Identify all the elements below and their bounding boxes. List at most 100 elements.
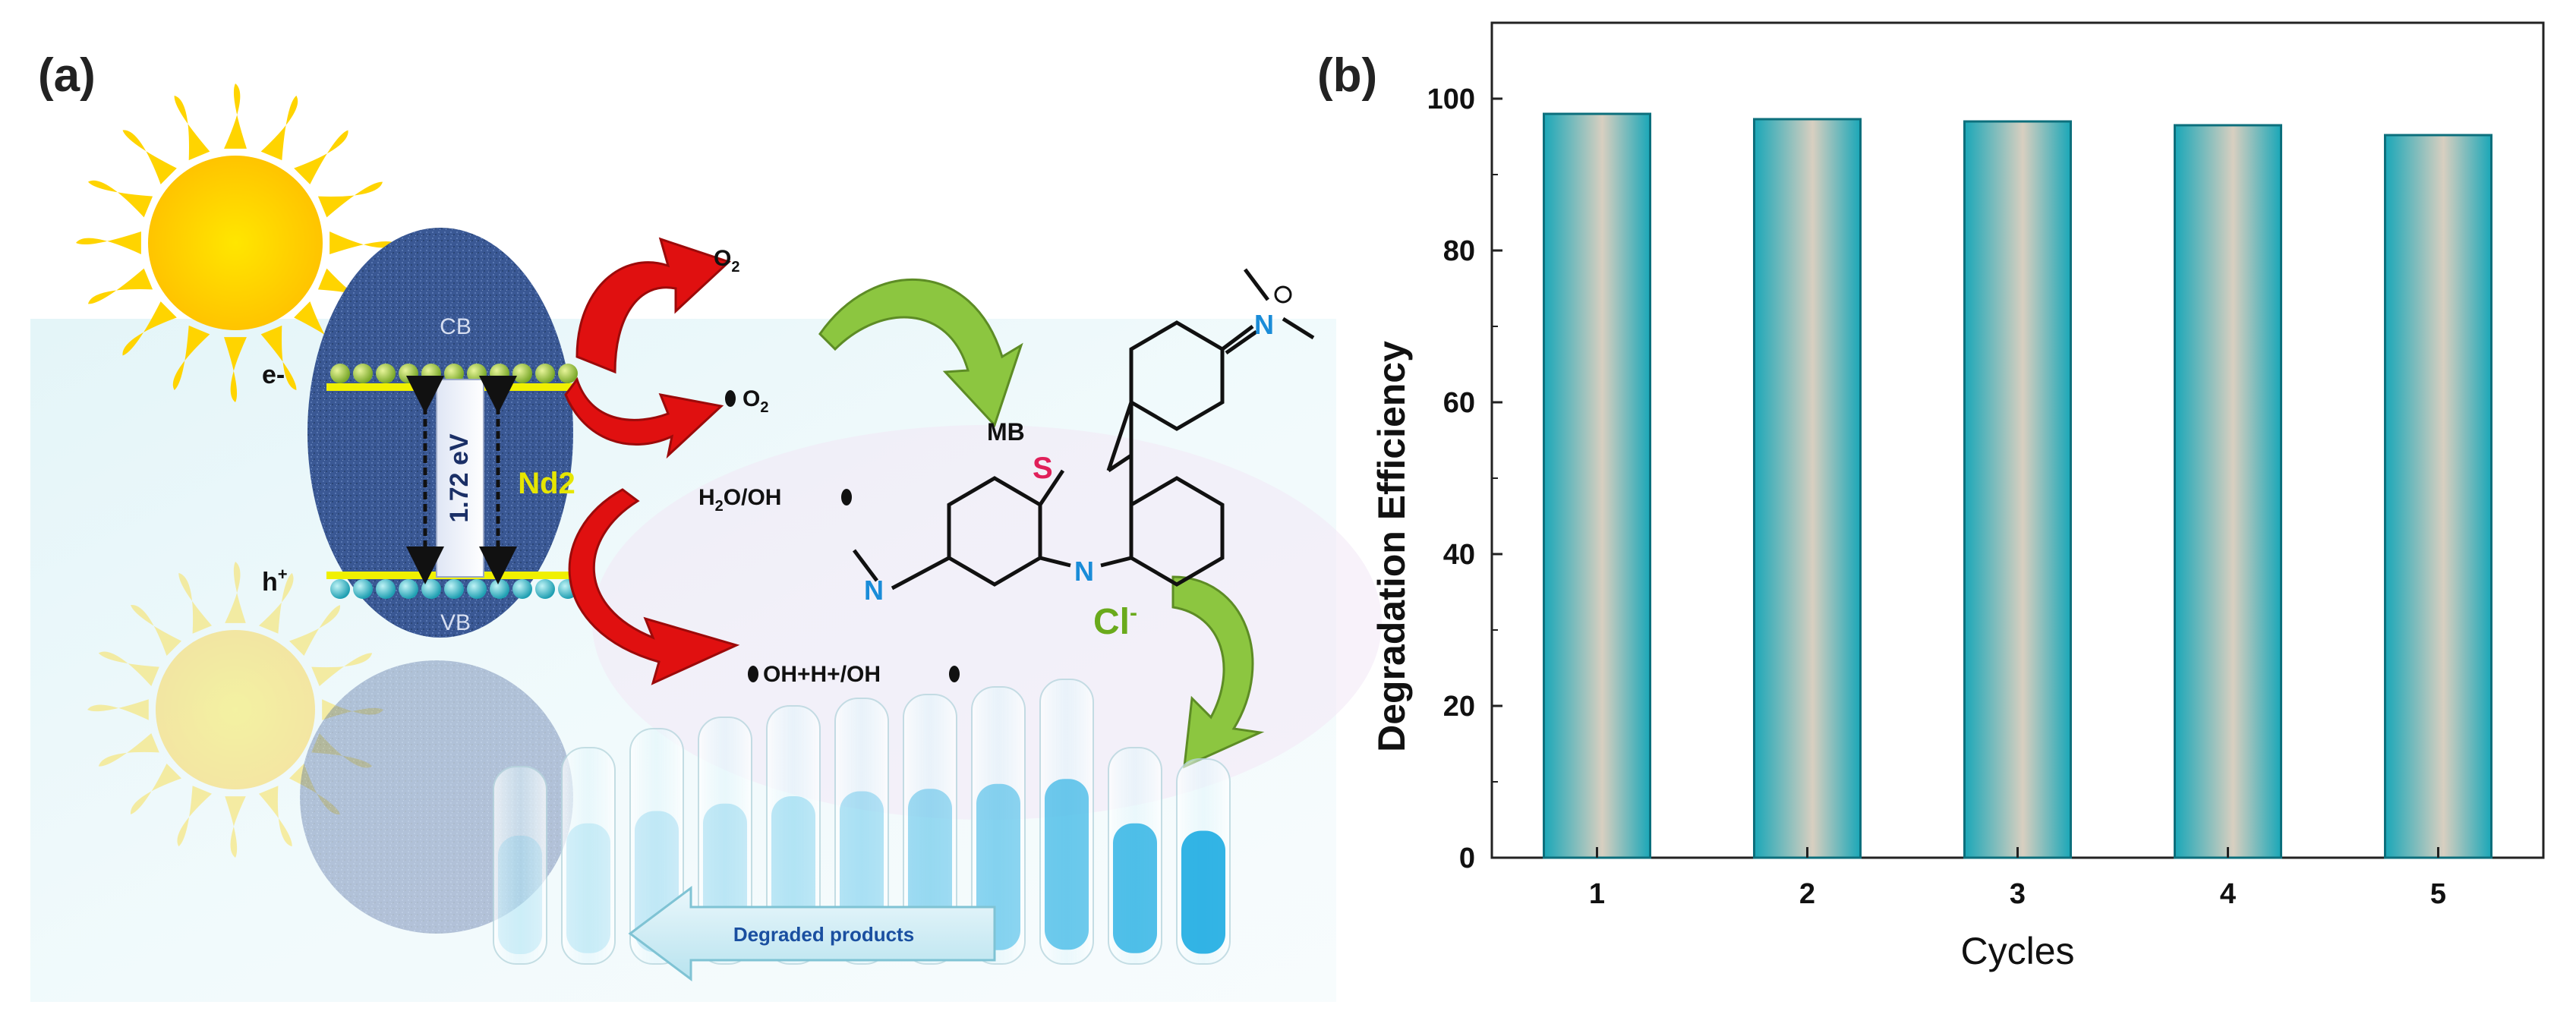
bar-chart: 0 20 40 60 80 100 1 2 3 4 5 Cycles Degradation Effic… [1370,21,2545,972]
panel-b-label: (b) [1317,49,1377,102]
oxygen-label-base: O [714,246,731,271]
test-tube [766,705,821,965]
sun-ray [258,572,294,634]
sun-ray [131,604,182,657]
electron-ball [376,364,396,383]
sun-ray [260,325,297,391]
water-radical-dot-icon [841,489,852,506]
test-tube-solution [566,823,610,953]
hole-label-base: h [262,568,278,597]
red-arrow-lower [568,488,740,685]
hole-ball [330,579,350,599]
band-gap-label: 1.72 eV [445,433,474,523]
x-tick-label: 1 [1589,878,1605,910]
y-tick-label: 20 [1443,691,1475,723]
bar-cycle-5 [2384,134,2492,859]
sun-ray [317,268,383,306]
y-axis-label: Degradation Efficiency [1370,341,1413,752]
sun-ray [294,130,348,184]
test-tube-solution [1181,830,1225,954]
bar-cycle-2 [1753,118,1862,859]
cb-label: CB [440,314,471,339]
sun-ray [224,337,247,402]
x-tick-label: 5 [2430,878,2446,910]
test-tube [698,717,752,965]
sun-ray [258,786,292,847]
ring-nitrogen-label: N [1074,556,1094,587]
sun-ray [87,699,149,720]
positive-charge-icon [1274,285,1292,304]
bar-cycle-3 [1963,120,2072,859]
superoxide-label-base: O [743,386,760,411]
hole-label: h+ [262,565,288,597]
sun-ray [87,180,153,218]
electron-ball [330,364,350,383]
electron-ball [444,364,464,383]
sun-ray [87,268,153,304]
hole-ball [512,579,532,599]
sun-ray [174,95,210,161]
sun-ray [311,653,373,687]
hole-ball [399,579,418,599]
sun-ray [76,232,141,254]
y-tick-label: 100 [1427,83,1475,115]
hydroxyl-dot-icon-2 [949,666,960,682]
oxygen-label-sub: 2 [731,259,739,276]
test-tube-solution [1045,779,1089,950]
vb-label: VB [440,610,471,635]
sun-ray [122,130,177,184]
sun-ray [130,763,182,814]
sun-ray [178,572,213,634]
hole-ball [353,579,373,599]
amine-nitrogen-label: N [864,575,884,606]
y-tick-label: 60 [1443,387,1475,419]
sun-ray [172,325,210,391]
chloride-label-sup: - [1130,600,1137,625]
radicals-label: OH+H+/OH [763,662,881,687]
superoxide-label-sub: 2 [760,399,768,416]
hole-label-sup: + [278,565,288,584]
imine-nitrogen-label: N [1254,309,1274,340]
water-label-sub: 2 [715,498,724,515]
sun-ray [260,95,298,161]
panel-a: (a) 1.72 eV CB VB Nd2 e- [30,49,1382,1002]
electron-ball [399,364,418,383]
test-tube [903,694,957,965]
electron-ball [512,364,532,383]
test-tube [493,766,547,965]
hole-ball [376,579,396,599]
test-tube-solution [1113,823,1157,953]
x-tick-label: 2 [1799,878,1815,910]
hydroxyl-dot-icon [748,666,758,682]
water-label-rest: O/OH [724,485,782,510]
band-gap-box [436,379,484,578]
sun-ray [177,786,213,847]
test-tube [834,698,889,965]
water-label-h: H [698,485,715,510]
dye-label: MB [987,418,1025,446]
panel-b: (b) 0 20 40 60 80 100 1 2 3 4 5 Cycles Degradation E… [1317,21,2545,972]
sun-ray [288,605,341,657]
sulfur-atom-label: S [1033,452,1053,485]
superoxide-dot-icon [725,390,736,407]
red-arrow-upper [564,237,731,459]
hole-ball [535,579,555,599]
sun-ray [224,83,247,149]
y-tick-label: 0 [1459,843,1475,874]
bar-cycle-4 [2174,124,2282,859]
methylene-blue-molecule [853,268,1315,591]
green-arrow-upper [818,278,1023,427]
y-tick-label: 40 [1443,539,1475,571]
photocatalyst-particle: 1.72 eV CB VB Nd2 [307,228,578,638]
sun-ray [98,651,159,687]
degraded-products-label: Degraded products [733,923,914,946]
degraded-products-arrow: Degraded products [628,886,996,981]
x-tick-label: 3 [2010,878,2026,910]
test-tube [971,686,1026,965]
test-tube [561,747,616,965]
electron-ball [490,364,509,383]
sun-icon [76,83,395,402]
hole-ball [467,579,487,599]
electron-label: e- [262,361,285,389]
test-tube-rack [493,679,1231,965]
